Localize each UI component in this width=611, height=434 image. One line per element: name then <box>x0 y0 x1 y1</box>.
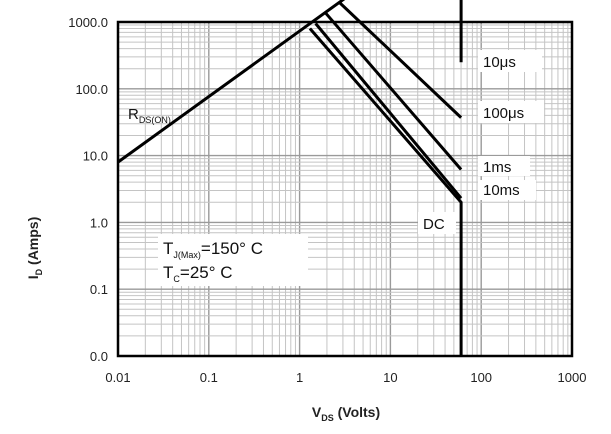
label-bg-dc <box>418 212 456 234</box>
tc-value: =25° C <box>180 263 233 282</box>
x-tick-label: 100 <box>470 370 492 385</box>
x-axis-title-main: V <box>312 404 322 420</box>
y-tick-label: 1.0 <box>90 215 108 230</box>
tc-sub: C <box>173 274 180 284</box>
y-tick-label: 0.0 <box>90 349 108 364</box>
y-axis-title: ID (Amps) <box>25 217 44 280</box>
y-tick-label: 0.1 <box>90 282 108 297</box>
series-line-3 <box>323 11 463 171</box>
conditions-box <box>158 234 308 286</box>
x-axis-title-unit: (Volts) <box>334 404 380 420</box>
series-layer <box>117 0 463 356</box>
series-line-5 <box>308 27 463 356</box>
tc-main: T <box>163 263 173 282</box>
frame-layer <box>116 20 574 358</box>
x-tick-label: 0.01 <box>105 370 130 385</box>
rds-on-label: RDS(ON) <box>128 106 171 125</box>
plot-frame <box>116 20 574 358</box>
label-dc: DC <box>423 216 445 233</box>
y-axis-title-main: I <box>25 275 41 279</box>
x-tick-label: 10 <box>383 370 397 385</box>
x-tick-label: 1000 <box>558 370 587 385</box>
y-axis-title-sub: D <box>34 268 44 275</box>
x-axis-title-sub: DS <box>321 413 334 423</box>
rds-on-main: R <box>128 106 139 123</box>
tc-label: TC=25° C <box>163 263 233 284</box>
label-10ms: 10ms <box>483 182 520 199</box>
label-bg-1ms <box>478 156 530 176</box>
series-line-1 <box>117 0 463 164</box>
label-bg-10us <box>478 50 542 72</box>
tj-max-label: TJ(Max)=150° C <box>163 239 263 260</box>
rds-on-sub: DS(ON) <box>139 115 171 125</box>
tj-value: =150° C <box>201 239 263 258</box>
y-tick-label: 1000.0 <box>68 15 108 30</box>
x-tick-label: 1 <box>296 370 303 385</box>
label-10us: 10μs <box>483 54 516 71</box>
x-tick-label: 0.1 <box>200 370 218 385</box>
tj-main: T <box>163 239 173 258</box>
series-line-4 <box>314 22 463 200</box>
x-axis-title: VDS (Volts) <box>312 404 380 423</box>
label-bg-100us <box>478 101 544 123</box>
tick-layer: 0.01 0.1 1 10 100 1000 0.0 0.1 1.0 10.0 100.0 1000.… <box>68 15 586 385</box>
y-tick-label: 100.0 <box>75 82 108 97</box>
label-1ms: 1ms <box>483 159 511 176</box>
label-100us: 100μs <box>483 105 524 122</box>
y-tick-label: 10.0 <box>83 149 108 164</box>
y-axis-title-unit: (Amps) <box>25 217 41 269</box>
tj-sub: J(Max) <box>173 250 201 260</box>
label-bg-10ms <box>478 180 536 200</box>
